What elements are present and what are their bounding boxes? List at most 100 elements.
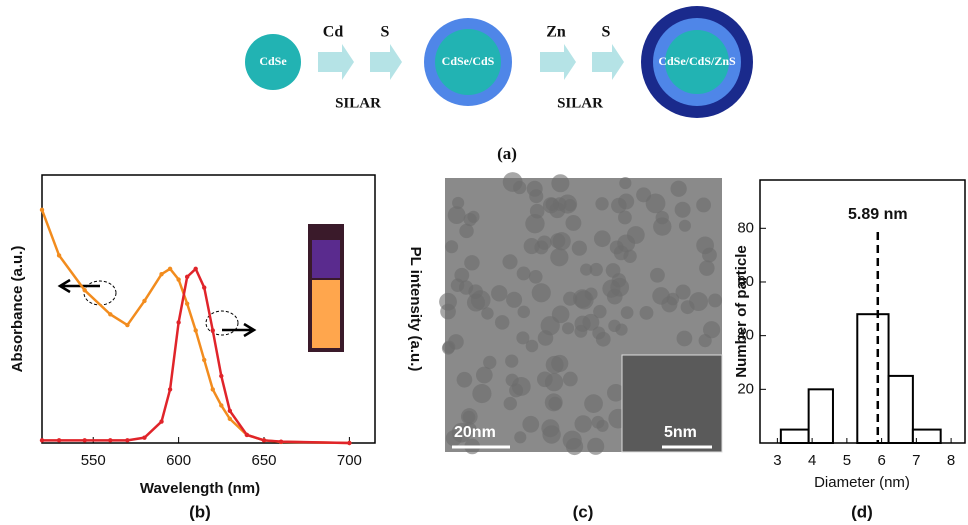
nanoparticle bbox=[650, 268, 665, 283]
x-tick-label: 700 bbox=[337, 452, 362, 469]
point-marker bbox=[168, 267, 172, 271]
nanoparticle bbox=[563, 372, 578, 387]
particle-label: CdSe/CdS/ZnS bbox=[658, 54, 736, 68]
nanoparticle bbox=[562, 322, 574, 334]
nanoparticle bbox=[681, 300, 695, 314]
point-marker bbox=[142, 435, 146, 439]
nanoparticle bbox=[445, 240, 458, 253]
nanoparticle bbox=[572, 241, 587, 256]
method: SILAR bbox=[557, 95, 603, 111]
nanoparticle bbox=[483, 356, 496, 369]
nanoparticle bbox=[550, 248, 568, 266]
nanoparticle bbox=[563, 431, 582, 450]
nanoparticle bbox=[549, 202, 565, 218]
y-axis-label: Absorbance (a.u.) bbox=[9, 246, 26, 373]
point-marker bbox=[245, 433, 249, 437]
point-marker bbox=[193, 328, 197, 332]
nanoparticle bbox=[495, 315, 510, 330]
histogram-bar bbox=[857, 314, 888, 443]
nanoparticle bbox=[602, 280, 620, 298]
tem-image: 20nm 5nm (c) bbox=[439, 172, 722, 521]
point-marker bbox=[125, 323, 129, 327]
point-marker bbox=[108, 438, 112, 442]
point-marker bbox=[202, 285, 206, 289]
nanoparticle bbox=[593, 305, 606, 318]
nanoparticle bbox=[590, 263, 603, 276]
point-marker bbox=[168, 387, 172, 391]
point-marker bbox=[228, 409, 232, 413]
nanoparticle bbox=[502, 254, 517, 269]
nanoparticle bbox=[699, 260, 715, 276]
nanoparticle bbox=[619, 177, 631, 189]
nanoparticle bbox=[442, 342, 455, 355]
nanoparticle bbox=[666, 293, 679, 306]
nanoparticle bbox=[636, 187, 651, 202]
nanoparticle bbox=[640, 306, 654, 320]
x-tick-label: 6 bbox=[877, 452, 885, 469]
nanoparticle bbox=[545, 373, 563, 391]
nanoparticle bbox=[518, 306, 531, 319]
arrow bbox=[370, 44, 402, 80]
nanoparticle bbox=[451, 279, 464, 292]
point-marker bbox=[193, 267, 197, 271]
nanoparticle bbox=[457, 372, 473, 388]
point-marker bbox=[159, 272, 163, 276]
nanoparticle bbox=[656, 211, 669, 224]
nanoparticle bbox=[529, 270, 543, 284]
y-axis-label: Number of particle bbox=[733, 245, 750, 378]
point-marker bbox=[347, 441, 351, 445]
point-marker bbox=[176, 320, 180, 324]
nanoparticle bbox=[476, 367, 493, 384]
nanoparticle bbox=[506, 374, 519, 387]
nanoparticle bbox=[618, 194, 634, 210]
scheme: CdSe CdSe/CdS CdSe/CdS/ZnS Cd S Zn S SIL… bbox=[245, 6, 753, 163]
particle-label: CdSe/CdS bbox=[442, 54, 495, 68]
arrow bbox=[540, 44, 576, 80]
y-tick-label: 80 bbox=[737, 219, 754, 236]
nanoparticle bbox=[677, 331, 693, 347]
nanoparticle bbox=[504, 397, 517, 410]
nanoparticle bbox=[440, 304, 456, 320]
nanoparticle bbox=[538, 330, 554, 346]
point-marker bbox=[202, 358, 206, 362]
point-marker bbox=[262, 438, 266, 442]
x-tick-label: 650 bbox=[251, 452, 276, 469]
nanoparticle bbox=[592, 326, 605, 339]
nanoparticle bbox=[679, 220, 691, 232]
x-tick-label: 3 bbox=[773, 452, 781, 469]
nanoparticle bbox=[595, 197, 608, 210]
panel-label: (c) bbox=[573, 502, 594, 521]
nanoparticle bbox=[708, 294, 722, 308]
point-marker bbox=[40, 438, 44, 442]
nanoparticle bbox=[551, 355, 568, 372]
reagent: S bbox=[381, 24, 390, 41]
x-tick-label: 8 bbox=[947, 452, 955, 469]
nanoparticle bbox=[542, 425, 560, 443]
x-tick-label: 4 bbox=[808, 452, 816, 469]
nanoparticle bbox=[505, 354, 518, 367]
reagent: Zn bbox=[546, 24, 566, 41]
arrow bbox=[592, 44, 624, 80]
nanoparticle bbox=[537, 236, 551, 250]
nanoparticle bbox=[516, 331, 529, 344]
nanoparticle bbox=[459, 224, 473, 238]
scale-label: 5nm bbox=[664, 424, 697, 441]
point-marker bbox=[57, 438, 61, 442]
panel-label: (d) bbox=[851, 502, 873, 521]
point-marker bbox=[211, 387, 215, 391]
nanoparticle bbox=[517, 267, 531, 281]
nanoparticle bbox=[565, 215, 581, 231]
point-marker bbox=[57, 253, 61, 257]
nanoparticle bbox=[606, 263, 621, 278]
nanoparticle bbox=[587, 438, 604, 455]
nanoparticle bbox=[623, 250, 636, 263]
mean-annotation: 5.89 nm bbox=[848, 206, 908, 223]
histogram-bar bbox=[889, 376, 913, 443]
x-tick-label: 5 bbox=[843, 452, 851, 469]
reagent: S bbox=[602, 24, 611, 41]
scale-label: 20nm bbox=[454, 424, 496, 441]
nanoparticle bbox=[703, 321, 720, 338]
nanoparticle bbox=[525, 214, 544, 233]
figure: CdSe CdSe/CdS CdSe/CdS/ZnS Cd S Zn S SIL… bbox=[0, 0, 968, 525]
particle-label: CdSe bbox=[259, 54, 287, 68]
